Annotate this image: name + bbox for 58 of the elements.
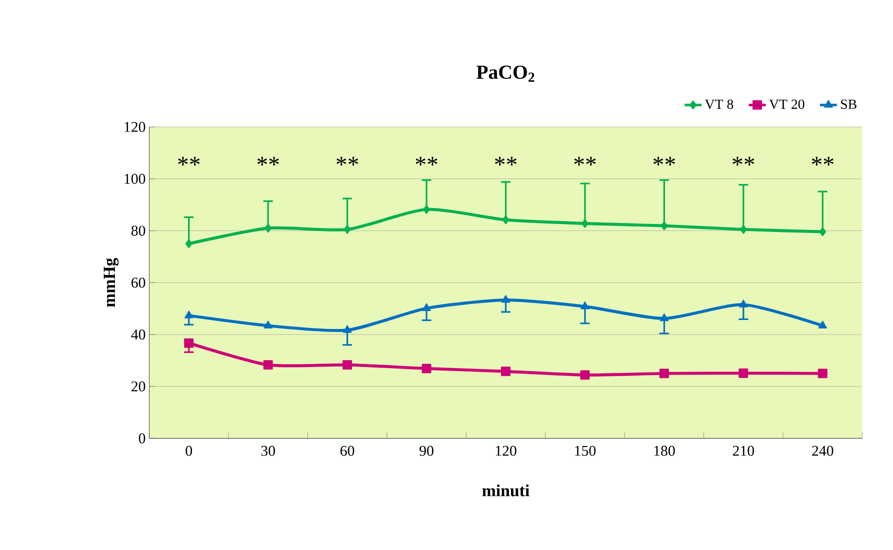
x-tick-label: 240 [812,446,834,456]
annotation: ** [257,156,279,166]
y-tick-label: 120 [124,122,146,132]
point [501,294,510,303]
y-tick-label: 40 [131,329,146,340]
point [580,370,590,380]
point [819,226,826,236]
point [738,299,748,308]
annotation: ** [178,156,200,166]
legend-label: SB [841,99,856,109]
annotation: ** [812,156,834,166]
point [264,223,272,233]
x-axis-title: minuti [482,484,530,496]
point [818,368,828,378]
y-tick-label: 60 [132,277,146,288]
legend-label: VT 8 [704,99,734,109]
point [660,313,669,321]
point [422,302,432,311]
point [422,204,430,214]
point [580,301,590,310]
x-tick-label: 60 [340,446,354,456]
annotation: ** [732,156,754,166]
x-tick-label: 150 [575,446,596,456]
annotation: ** [416,156,438,166]
point [184,310,194,318]
point [502,214,510,224]
point [818,320,828,328]
y-tick-label: 100 [124,174,146,184]
x-tick-label: 120 [496,446,516,456]
y-tick-label: 20 [132,381,146,392]
point [738,368,748,378]
point [185,238,192,248]
point [342,360,352,370]
annotation: ** [574,156,596,166]
point [342,324,352,333]
point [263,360,273,370]
y-tick-label: 0 [138,433,146,444]
point [740,224,748,234]
x-tick-label: 90 [420,446,434,456]
x-tick-label: 0 [186,446,192,456]
x-tick-label: 210 [732,446,754,456]
point [344,224,351,234]
annotation: ** [653,156,675,166]
point [659,368,669,378]
x-tick-label: 180 [654,446,675,456]
annotation: ** [336,156,358,166]
point [422,364,432,374]
point [581,218,589,228]
point [264,320,273,328]
legend-label: VT 20 [769,99,804,109]
point [184,338,194,348]
annotation: ** [495,156,517,166]
point [660,220,668,230]
y-axis-title: mmHg [104,258,119,307]
point [501,366,510,376]
x-tick-label: 30 [261,446,275,456]
y-tick-label: 80 [131,226,146,236]
chart-title: PaCO$_{2}$ [476,65,534,82]
